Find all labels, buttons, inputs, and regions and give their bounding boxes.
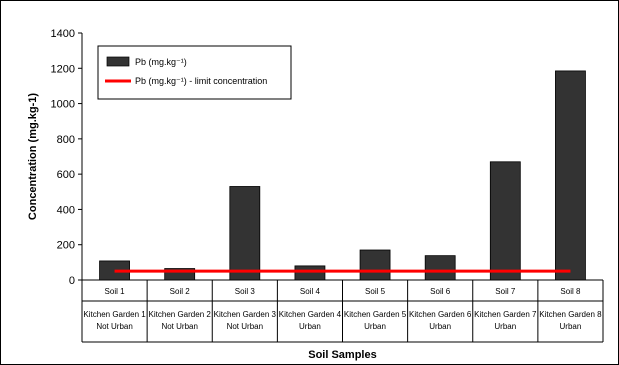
x-category-garden-label: Kitchen Garden 3: [214, 310, 277, 319]
bar-pb-soil-3: [229, 186, 261, 281]
x-category-garden-label: Kitchen Garden 2: [149, 310, 212, 319]
x-category-type-label: Not Urban: [227, 322, 263, 331]
x-category-type-label: Not Urban: [161, 322, 197, 331]
y-tick-label: 0: [69, 275, 75, 287]
x-category-garden-label: Kitchen Garden 7: [474, 310, 537, 319]
x-category-soil-label: Soil 1: [105, 287, 126, 296]
y-tick-label: 1200: [51, 63, 75, 75]
x-category-type-label: Urban: [299, 322, 321, 331]
legend-swatch-bar: [106, 56, 130, 67]
x-category-soil-label: Soil 7: [495, 287, 516, 296]
legend-label-limit: Pb (mg.kg⁻¹) - limit concentration: [135, 76, 267, 86]
x-category-type-label: Not Urban: [96, 322, 132, 331]
x-category-garden-label: Kitchen Garden 1: [83, 310, 146, 319]
x-category-soil-label: Soil 6: [430, 287, 451, 296]
x-category-type-label: Urban: [364, 322, 386, 331]
bar-pb-soil-7: [489, 161, 521, 281]
x-category-soil-label: Soil 4: [300, 287, 321, 296]
x-category-soil-label: Soil 8: [560, 287, 581, 296]
x-category-garden-label: Kitchen Garden 6: [409, 310, 472, 319]
x-axis-title: Soil Samples: [308, 349, 376, 361]
y-axis-title: Concentration (mg.kg-1): [27, 93, 39, 220]
legend-box: [97, 45, 292, 100]
y-tick-label: 800: [57, 134, 75, 146]
x-category-type-label: Urban: [494, 322, 516, 331]
y-tick-label: 1400: [51, 28, 75, 40]
x-category-soil-label: Soil 3: [235, 287, 256, 296]
x-category-garden-label: Kitchen Garden 8: [539, 310, 602, 319]
y-tick-label: 200: [57, 240, 75, 252]
y-tick-label: 400: [57, 204, 75, 216]
x-category-type-label: Urban: [429, 322, 451, 331]
x-category-garden-label: Kitchen Garden 4: [279, 310, 342, 319]
bar-pb-soil-8: [555, 70, 586, 281]
x-category-soil-label: Soil 2: [170, 287, 191, 296]
legend: Pb (mg.kg⁻¹) Pb (mg.kg⁻¹) - limit concen…: [97, 45, 292, 100]
bar-pb-soil-5: [359, 249, 391, 281]
x-category-soil-label: Soil 5: [365, 287, 386, 296]
legend-label-pb: Pb (mg.kg⁻¹): [135, 57, 187, 67]
bar-pb-soil-2: [164, 268, 196, 281]
x-category-type-label: Urban: [560, 322, 582, 331]
bar-pb-soil-6: [424, 255, 456, 281]
y-tick-label: 1000: [51, 99, 75, 111]
bar-pb-soil-4: [294, 265, 326, 281]
y-tick-label: 600: [57, 169, 75, 181]
x-category-garden-label: Kitchen Garden 5: [344, 310, 407, 319]
